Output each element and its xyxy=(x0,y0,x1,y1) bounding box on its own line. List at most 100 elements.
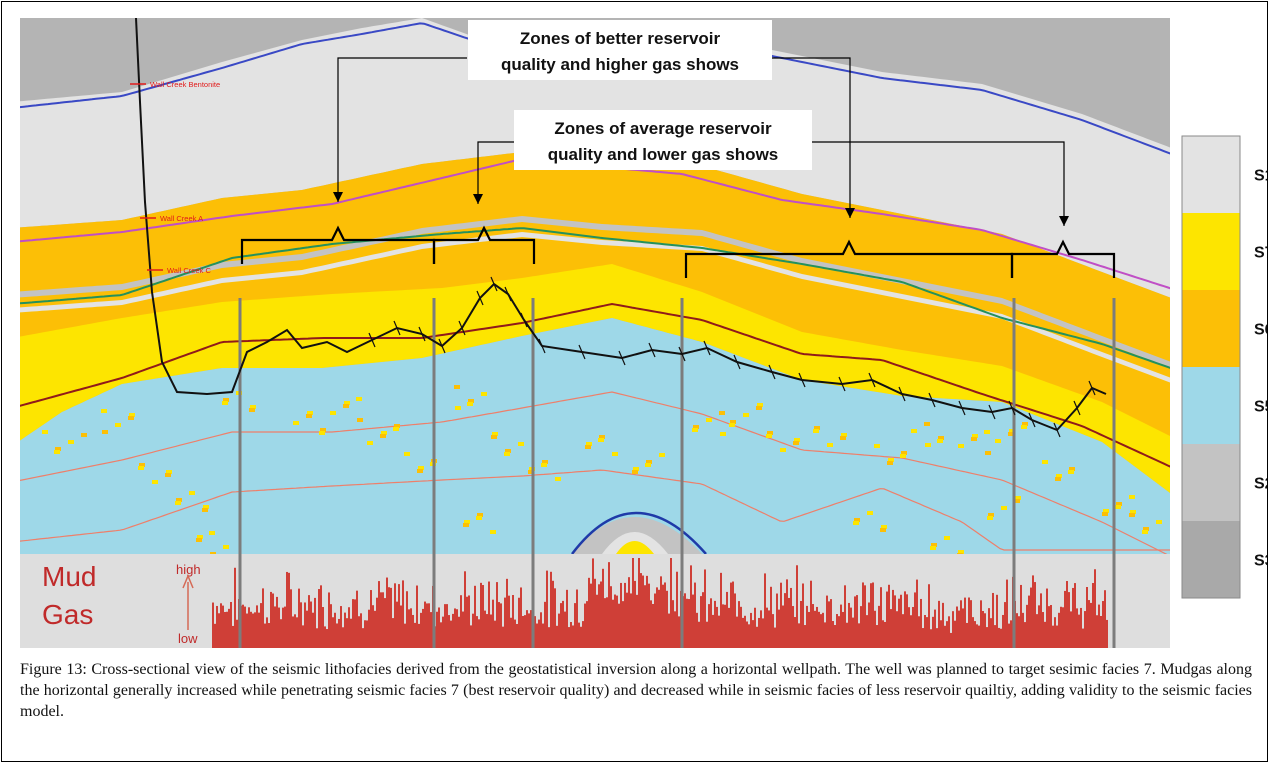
callout-average-box xyxy=(514,110,812,170)
callout-arrow-better-left-head xyxy=(333,192,343,202)
mudgas-bar xyxy=(1046,588,1048,648)
mudgas-bar xyxy=(1080,607,1082,648)
facies-speckle xyxy=(101,409,107,413)
mudgas-bar xyxy=(424,601,426,648)
mudgas-bar xyxy=(754,607,756,648)
mudgas-bar xyxy=(942,602,944,648)
mudgas-bar xyxy=(578,622,580,648)
wellpath-tick xyxy=(490,276,498,292)
mudgas-bar xyxy=(228,608,230,648)
mudgas-bar xyxy=(282,607,284,648)
mudgas-bar xyxy=(212,602,214,648)
mudgas-bar xyxy=(930,629,932,648)
facies-speckle xyxy=(925,443,931,447)
mudgas-bar xyxy=(224,611,226,648)
wellpath-tick xyxy=(703,340,711,356)
mudgas-bar xyxy=(1092,583,1094,648)
mudgas-bar xyxy=(416,585,418,648)
zone-brace xyxy=(432,225,536,264)
mudgas-bar xyxy=(950,632,952,648)
mudgas-bar xyxy=(540,612,542,648)
mudgas-bar xyxy=(448,615,450,648)
wellpath-tick xyxy=(648,342,656,358)
wellpath-tick xyxy=(1053,422,1061,438)
mudgas-bar xyxy=(770,586,772,648)
facies-speckle xyxy=(1042,460,1048,464)
callouts: Zones of better reservoir quality and hig… xyxy=(468,20,812,170)
callout-arrow-average-left xyxy=(477,141,514,204)
facies-section xyxy=(20,18,1170,554)
mudgas-bar xyxy=(894,595,896,648)
facies-speckle xyxy=(223,545,229,549)
facies-speckle xyxy=(139,463,145,467)
mudgas-bar xyxy=(274,606,276,648)
mudgas-bar xyxy=(902,614,904,648)
mudgas-bar xyxy=(258,612,260,648)
mudgas-bar xyxy=(546,570,548,648)
mudgas-bar xyxy=(708,604,710,648)
facies-speckle xyxy=(138,466,144,470)
mudgas-bar xyxy=(406,591,408,648)
facies-speckle xyxy=(129,413,135,417)
mudgas-bar xyxy=(622,601,624,648)
facies-speckle xyxy=(633,467,639,471)
facies-speckle xyxy=(706,418,712,422)
mudgas-bar xyxy=(604,598,606,648)
facies-speckle xyxy=(814,426,820,430)
mudgas-bar xyxy=(332,617,334,648)
mudgas-bar xyxy=(1086,587,1088,648)
mudgas-bar xyxy=(502,626,504,648)
mudgas-bar xyxy=(944,625,946,648)
mudgas-bar xyxy=(656,587,658,648)
mudgas-bar xyxy=(908,607,910,648)
mudgas-bar xyxy=(232,625,234,648)
mudgas-bar xyxy=(598,584,600,648)
mudgas-bar xyxy=(1082,628,1084,648)
mudgas-bar xyxy=(832,621,834,648)
mudgas-bar xyxy=(836,614,838,648)
mudgas-bar xyxy=(586,601,588,648)
mudgas-bar xyxy=(846,622,848,648)
mudgas-bar xyxy=(1106,619,1108,648)
mudgas-bar xyxy=(938,600,940,648)
mudgas-bar xyxy=(1090,602,1092,648)
mudgas-bar xyxy=(394,583,396,648)
mudgas-bar xyxy=(420,612,422,648)
mudgas-bar xyxy=(512,595,514,648)
mudgas-bar xyxy=(382,592,384,648)
mudgas-bar xyxy=(704,569,706,648)
mudgas-bar xyxy=(380,592,382,648)
facies-speckle xyxy=(222,401,228,405)
facies-speckle xyxy=(210,552,216,554)
mudgas-bar xyxy=(324,626,326,648)
mudgas-bar xyxy=(826,595,828,648)
mudgas-bar xyxy=(452,613,454,648)
facies-speckle xyxy=(930,546,936,550)
mudgas-bar xyxy=(272,593,274,648)
facies-speckle xyxy=(585,445,591,449)
facies-speckle xyxy=(937,439,943,443)
mudgas-bar xyxy=(488,581,490,648)
mudgas-bar xyxy=(426,603,428,648)
facies-speckle xyxy=(528,470,534,474)
mudgas-bar xyxy=(1020,584,1022,648)
mudgas-bar xyxy=(510,617,512,648)
wellpath-tick xyxy=(1088,380,1096,396)
callout-better-text-line: Zones of better reservoir xyxy=(520,29,721,48)
facies-speckle xyxy=(380,434,386,438)
mudgas-bar xyxy=(964,597,966,648)
mudgas-bar xyxy=(610,586,612,648)
mudgas-bar xyxy=(866,615,868,648)
mudgas-bar xyxy=(358,616,360,648)
mudgas-bar xyxy=(314,597,316,648)
mudgas-bar xyxy=(490,614,492,648)
mudgas-bar xyxy=(1044,621,1046,648)
formation-marker-label: Wall Creek Bentonite xyxy=(150,80,220,89)
callout-better-text-line: quality and higher gas shows xyxy=(501,55,739,74)
mudgas-bar xyxy=(820,614,822,648)
mudgas-bar xyxy=(556,625,558,648)
facies-speckle xyxy=(988,513,994,517)
facies-speckle xyxy=(971,437,977,441)
mudgas-bar xyxy=(844,585,846,648)
mudgas-bar xyxy=(674,611,676,648)
